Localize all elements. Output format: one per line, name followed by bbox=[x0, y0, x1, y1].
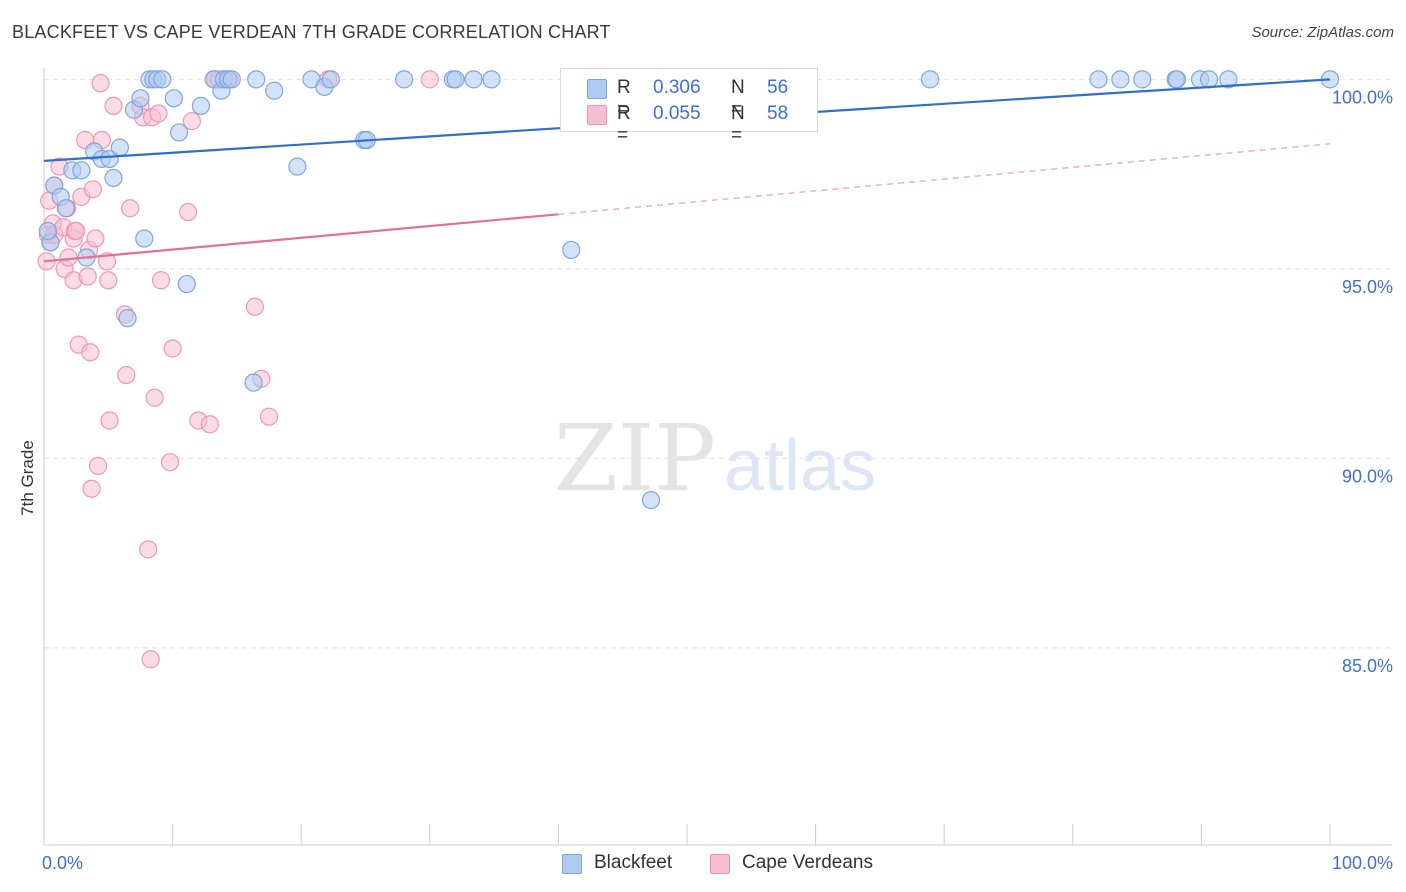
cape-verdean-point bbox=[91, 74, 110, 93]
cape-verdean-point bbox=[259, 407, 279, 426]
cape-verdean-point bbox=[420, 70, 439, 89]
legend-swatch-blackfeet bbox=[587, 79, 607, 99]
cape-verdean-point bbox=[81, 343, 100, 362]
blackfeet-point bbox=[164, 89, 183, 108]
cape-verdean-point bbox=[151, 271, 171, 290]
y-tick-label: 100.0% bbox=[1332, 87, 1393, 107]
blackfeet-point bbox=[394, 70, 414, 89]
correlation-legend: R = 0.306 N = 56 R = 0.055 N = 58 bbox=[560, 68, 818, 146]
blackfeet-point bbox=[131, 89, 150, 108]
blackfeet-point bbox=[321, 70, 340, 89]
blackfeet-point bbox=[482, 70, 501, 89]
legend-n-label: N = bbox=[731, 103, 745, 146]
cape-verdean-point bbox=[163, 339, 182, 358]
blackfeet-point bbox=[247, 70, 266, 89]
cape-verdean-point bbox=[160, 453, 180, 472]
grid-layer bbox=[44, 78, 1392, 649]
blackfeet-point bbox=[100, 149, 119, 169]
legend-r-value: 0.055 bbox=[653, 103, 701, 124]
blackfeet-point bbox=[56, 199, 75, 218]
blackfeet-point bbox=[222, 70, 241, 89]
cape-verdean-point bbox=[141, 650, 160, 669]
cape-verdean-point bbox=[121, 199, 140, 218]
y-tick-label: 90.0% bbox=[1342, 466, 1393, 486]
blackfeet-point bbox=[104, 168, 123, 188]
blackfeet-point bbox=[191, 96, 210, 116]
x-tick-label: 100.0% bbox=[1332, 853, 1393, 873]
cape-verdean-point bbox=[83, 180, 102, 199]
y-tick-label: 85.0% bbox=[1342, 656, 1393, 676]
cape-verdean-point bbox=[182, 111, 201, 131]
axis-layer bbox=[43, 68, 1392, 846]
blackfeet-point bbox=[464, 70, 483, 89]
y-axis-label: 7th Grade bbox=[18, 440, 37, 516]
cape-verdean-point bbox=[200, 415, 219, 434]
cape-verdean-point bbox=[78, 267, 97, 286]
cape-verdean-point bbox=[117, 365, 136, 385]
blackfeet-point bbox=[1133, 70, 1152, 89]
blackfeet-point bbox=[169, 123, 189, 142]
trend-line-cape-verdeans-dashed bbox=[558, 143, 1331, 215]
blackfeet-point bbox=[562, 240, 581, 260]
legend-r-label: R = bbox=[617, 103, 631, 146]
blackfeet-point bbox=[177, 274, 196, 294]
blackfeet-point bbox=[1111, 70, 1130, 89]
blackfeet-point bbox=[72, 161, 91, 180]
bottom-legend-label-blackfeet: Blackfeet bbox=[594, 852, 673, 873]
blackfeet-point bbox=[446, 70, 465, 89]
blackfeet-point bbox=[288, 157, 307, 176]
blackfeet-point bbox=[118, 309, 137, 328]
blackfeet-point bbox=[265, 81, 284, 100]
cape-verdean-point bbox=[145, 388, 164, 407]
blackfeet-point bbox=[1200, 70, 1219, 89]
cape-verdean-point bbox=[97, 252, 117, 271]
blackfeet-point bbox=[244, 373, 263, 392]
legend-n-value: 58 bbox=[767, 103, 789, 124]
blackfeet-point bbox=[1167, 70, 1187, 89]
source-credit: Source: ZipAtlas.com bbox=[1251, 24, 1394, 41]
tick-label-layer: 100.0% 95.0% 90.0% 85.0% 0.0% 100.0% bbox=[42, 87, 1393, 873]
blackfeet-point bbox=[641, 490, 661, 510]
blackfeet-point bbox=[38, 221, 57, 241]
cape-verdean-point bbox=[86, 229, 105, 248]
bottom-legend-swatch-blackfeet bbox=[562, 854, 582, 874]
watermark-atlas: atlas bbox=[724, 426, 876, 506]
blackfeet-point bbox=[920, 70, 940, 89]
legend-r-value: 0.306 bbox=[653, 77, 701, 98]
points-layer bbox=[37, 70, 1340, 669]
cape-verdean-point bbox=[100, 411, 119, 430]
cape-verdean-point bbox=[245, 297, 265, 316]
chart-title: BLACKFEET VS CAPE VERDEAN 7TH GRADE CORR… bbox=[12, 22, 611, 42]
x-tick-label: 0.0% bbox=[42, 853, 83, 873]
blackfeet-point bbox=[1089, 70, 1108, 89]
y-tick-label: 95.0% bbox=[1342, 277, 1393, 297]
legend-n-value: 56 bbox=[767, 77, 789, 98]
cape-verdean-point bbox=[82, 479, 101, 498]
legend-swatch-cape-verdeans bbox=[587, 105, 607, 125]
bottom-legend-label-cape-verdeans: Cape Verdeans bbox=[742, 852, 873, 873]
blackfeet-point bbox=[153, 70, 172, 89]
legend-r-label: R = bbox=[617, 77, 631, 120]
cape-verdean-point bbox=[88, 456, 108, 476]
watermark-zip: ZIP bbox=[554, 405, 716, 512]
cape-verdean-point bbox=[99, 271, 118, 290]
y-axis-label-wrap: 7th Grade bbox=[16, 420, 40, 540]
cape-verdean-point bbox=[178, 202, 198, 222]
cape-verdean-point bbox=[139, 540, 158, 559]
trend-line-cape-verdeans-solid bbox=[43, 213, 559, 263]
cape-verdean-point bbox=[149, 104, 168, 123]
blackfeet-point bbox=[1219, 70, 1238, 89]
cape-verdean-point bbox=[67, 221, 86, 241]
blackfeet-point bbox=[135, 229, 154, 248]
watermark: ZIP atlas bbox=[554, 405, 876, 512]
blackfeet-point bbox=[110, 138, 129, 157]
legend-n-label: N = bbox=[731, 77, 745, 120]
cape-verdean-point bbox=[104, 96, 123, 116]
bottom-legend-swatch-cape-verdeans bbox=[710, 854, 730, 874]
